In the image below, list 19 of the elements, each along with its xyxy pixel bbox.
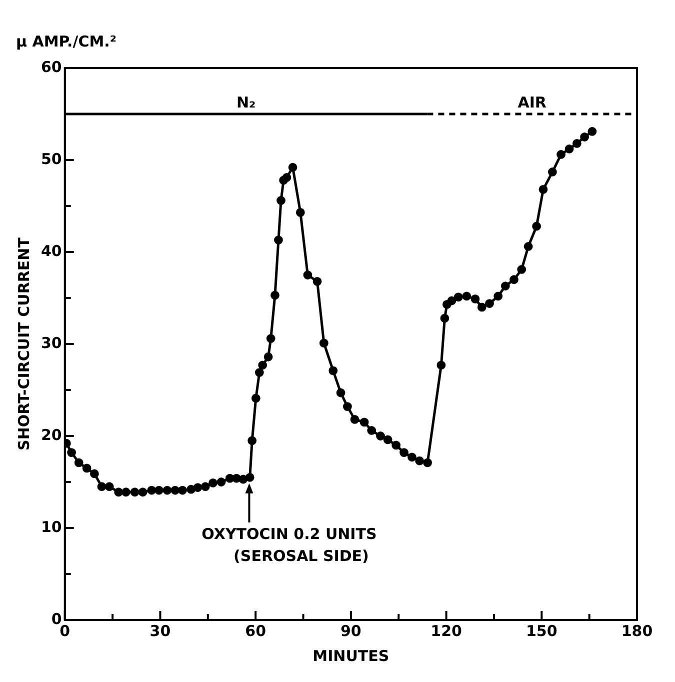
y-tick-label: 60 [41,58,62,76]
x-tick-label: 60 [245,622,266,640]
y-axis-title: SHORT-CIRCUIT CURRENT [14,236,33,450]
y-tick-label: 10 [41,518,62,536]
series-label: AIR [518,93,547,112]
x-tick-label: 90 [340,622,362,640]
y-tick-label: 20 [41,426,62,444]
x-tick-label: 30 [150,622,171,640]
annotation: OXYTOCIN 0.2 UNITS (SEROSAL SIDE) [202,524,377,565]
y-tick-label: 30 [41,334,62,352]
x-axis-title: MINUTES [312,646,390,665]
text: μ AMP./CM.² [16,32,116,50]
x-tick-label: 120 [430,622,462,640]
series-label: N₂ [236,93,256,112]
y-tick-label: 40 [41,242,62,260]
y-tick-label: 50 [41,150,62,168]
y-tick-label: 0 [51,610,62,628]
x-tick-label: 150 [526,622,558,640]
x-tick-label: 180 [621,622,653,640]
